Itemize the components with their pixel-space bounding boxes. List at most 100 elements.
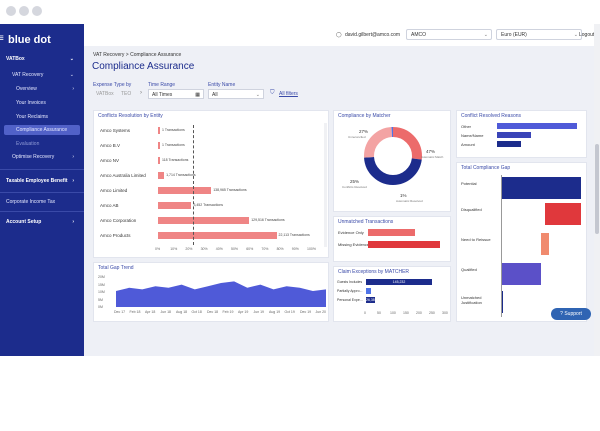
unmatched-bar[interactable]: [368, 241, 440, 248]
slice-label: Unreconciled: [348, 135, 366, 139]
bar-label: 1 Transactions: [162, 143, 185, 147]
x-tick-label: Jun 20: [315, 310, 327, 314]
entity-label: Amco Corporation: [100, 218, 137, 223]
gap-label: Unmatched Justification: [461, 295, 482, 305]
user-icon: ◯: [336, 32, 342, 38]
claim-exceptions-card: Claim Exceptions by MATCHER Guests Inclu…: [333, 266, 451, 322]
currency-select[interactable]: Euro (EUR) ⌄: [496, 29, 582, 40]
x-tick-label: Apr 19: [238, 310, 249, 314]
conflict-bar[interactable]: [158, 142, 160, 149]
gap-bar[interactable]: [501, 291, 503, 313]
axis-line: [501, 175, 502, 317]
expense-option-teo[interactable]: TEO: [121, 91, 132, 97]
sidebar-item-reclaims[interactable]: Your Reclaims: [16, 114, 49, 120]
sidebar-item-taxable-benefit[interactable]: Taxable Employee Benefit ›: [6, 178, 74, 184]
menu-icon[interactable]: ≡: [0, 33, 4, 44]
gap-bar[interactable]: [501, 177, 581, 199]
expense-toggle[interactable]: VATBox TEO: [93, 89, 138, 99]
row-label: Name/Name: [461, 133, 484, 138]
scrollbar-thumb[interactable]: [595, 144, 599, 234]
card-scrollbar[interactable]: [324, 123, 327, 247]
entity-select[interactable]: All ⌄: [208, 89, 264, 99]
card-title: Total Compliance Gap: [461, 165, 511, 171]
page-scrollbar[interactable]: [594, 24, 600, 356]
window-dot-3[interactable]: [32, 6, 42, 16]
donut-slice[interactable]: [364, 127, 422, 185]
conflict-bar[interactable]: [158, 232, 277, 239]
sidebar-item-account-setup[interactable]: Account Setup ›: [6, 219, 74, 225]
x-tick-label: Oct 18: [191, 310, 202, 314]
gap-bar[interactable]: [545, 203, 581, 225]
support-button[interactable]: ? Support: [551, 308, 591, 320]
gap-trend-chart: [116, 281, 326, 307]
company-select[interactable]: AMCO ⌄: [406, 29, 492, 40]
x-tick-label: 30%: [200, 247, 208, 251]
entity-label: Amco NV: [100, 158, 120, 163]
row-label: Partially Appro...: [337, 289, 363, 293]
x-tick-label: 50%: [231, 247, 239, 251]
user-email[interactable]: david.gilbert@amco.com: [345, 32, 401, 38]
window-dot-1[interactable]: [6, 6, 16, 16]
reason-bar[interactable]: [497, 141, 521, 147]
sidebar-item-optimise-recovery[interactable]: Optimise Recovery ›: [12, 154, 74, 160]
expense-option-vatbox[interactable]: VATBox: [96, 91, 114, 97]
time-range-select[interactable]: All Times ▦: [148, 89, 204, 99]
matcher-card: Compliance by Matcher 27% Unreconciled 4…: [333, 110, 451, 212]
x-tick-label: 100%: [307, 247, 316, 251]
x-tick-label: Aug 19: [269, 310, 281, 314]
x-tick-label: 0%: [155, 247, 161, 251]
expense-filter-label: Expense Type by: [93, 82, 132, 88]
sidebar-item-vatbox[interactable]: VATBox ⌄: [6, 56, 74, 62]
x-tick-label: Dec 17: [114, 310, 126, 314]
all-filters-link[interactable]: All filters: [279, 91, 298, 97]
claim-bar[interactable]: 145,232: [366, 279, 432, 285]
entity-label: Amco Systems: [100, 128, 131, 133]
unmatched-bar[interactable]: [368, 229, 415, 236]
chevron-right-icon: ›: [72, 178, 74, 184]
bar-label: 129,516 Transactions: [251, 218, 285, 222]
sidebar-divider: [0, 192, 84, 193]
chevron-right-icon: ›: [72, 154, 74, 160]
sidebar-item-evaluation[interactable]: Evaluation: [16, 141, 40, 147]
x-tick-label: 70%: [261, 247, 269, 251]
window-dot-2[interactable]: [19, 6, 29, 16]
conflict-bar[interactable]: [158, 172, 165, 179]
chevron-right-icon[interactable]: ›: [140, 90, 142, 96]
chevron-right-icon: ›: [72, 86, 74, 92]
sidebar-item-invoices[interactable]: Your Invoices: [16, 100, 46, 106]
logout-link[interactable]: Logout: [579, 32, 595, 38]
conflict-bar[interactable]: [158, 187, 212, 194]
gap-bar[interactable]: [501, 263, 541, 285]
sidebar-item-overview[interactable]: Overview ›: [16, 86, 74, 92]
sidebar-item-compliance-assurance[interactable]: Compliance Assurance: [4, 125, 80, 135]
claim-bar[interactable]: [366, 288, 372, 294]
donut-slice[interactable]: [364, 127, 422, 185]
donut-slice[interactable]: [364, 127, 422, 185]
top-bar: ◯ david.gilbert@amco.com AMCO ⌄ Euro (EUR…: [84, 24, 598, 47]
x-tick-label: Jun 19: [253, 310, 265, 314]
bar-value: 26,389: [366, 298, 375, 302]
x-tick-label: Aug 18: [176, 310, 188, 314]
gap-bar[interactable]: [541, 233, 549, 255]
x-tick-label: 150: [403, 311, 409, 315]
bar-label: 1,714 Transactions: [166, 173, 196, 177]
conflict-bar[interactable]: [158, 127, 160, 134]
conflict-bar[interactable]: [158, 217, 250, 224]
card-title: Total Gap Trend: [98, 265, 134, 271]
y-tick-label: 0M: [98, 305, 103, 309]
reason-bar[interactable]: [497, 132, 531, 138]
brand-logo: blue dot: [8, 34, 51, 46]
sidebar-item-vat-recovery[interactable]: VAT Recovery ⌄: [12, 72, 74, 78]
entity-label: Amco AB: [100, 203, 119, 208]
conflict-bar[interactable]: [158, 157, 160, 164]
reason-bar[interactable]: [497, 123, 577, 129]
pct-label: 25%: [350, 179, 360, 184]
entity-label: Amco Australia Limited: [100, 173, 146, 178]
conflict-bar[interactable]: [158, 202, 192, 209]
x-tick-label: Dec 18: [207, 310, 219, 314]
sidebar-item-corporate-tax[interactable]: Corporate Income Tax: [6, 199, 56, 205]
entity-label: Amco B.V: [100, 143, 121, 148]
filter-icon[interactable]: ⛉: [270, 90, 275, 96]
card-title: Unmatched Transactions: [338, 219, 394, 225]
claim-bar[interactable]: 26,389: [366, 297, 376, 303]
